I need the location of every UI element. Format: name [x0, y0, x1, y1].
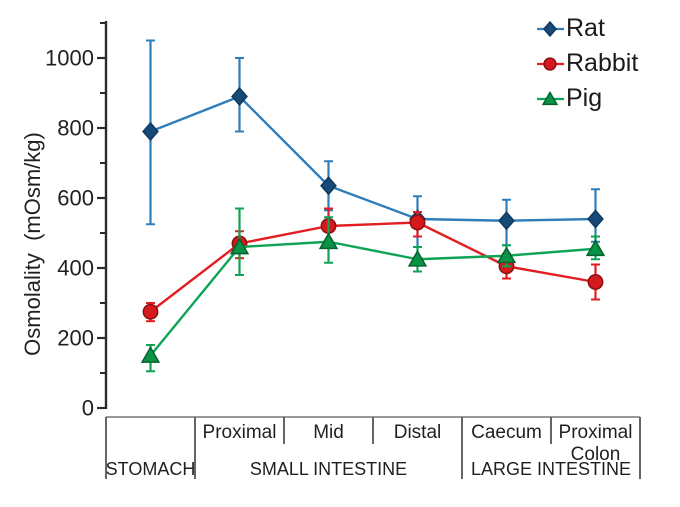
segment-label-proximal-colon-line1: Proximal	[559, 422, 633, 443]
segment-label-proximal-si: Proximal	[203, 422, 277, 443]
legend-item-rat: Rat	[536, 14, 638, 43]
y-tick-label: 200	[57, 326, 94, 351]
marker-pig-4	[496, 246, 517, 264]
legend-marker-rat	[542, 20, 558, 37]
marker-rat-0	[142, 121, 159, 142]
marker-rabbit-5	[587, 274, 604, 290]
legend-item-rabbit: Rabbit	[536, 49, 638, 78]
group-label-stomach: STOMACH	[106, 459, 196, 479]
y-tick-label: 1000	[45, 46, 94, 71]
segment-label-mid-si: Mid	[313, 422, 344, 443]
y-tick-label: 400	[57, 256, 94, 281]
marker-pig-1	[229, 237, 250, 255]
marker-rat-1	[231, 86, 248, 107]
legend-label-rat: Rat	[566, 14, 605, 42]
y-tick-label: 800	[57, 116, 94, 141]
legend-marker-rabbit	[543, 56, 557, 71]
marker-rat-5	[587, 209, 604, 229]
legend-label-rabbit: Rabbit	[566, 49, 639, 77]
marker-rat-2	[320, 176, 337, 196]
line-rat	[150, 95, 596, 222]
series-pig	[140, 207, 606, 373]
rabbit-circle-marker-icon	[537, 56, 564, 71]
marker-pig-5	[585, 239, 606, 257]
plot-area	[140, 39, 606, 373]
legend-label-pig: Pig	[566, 84, 603, 112]
rat-diamond-marker-icon	[537, 20, 564, 37]
marker-pig-3	[407, 249, 428, 267]
y-tick-label: 600	[57, 186, 94, 211]
segment-label-distal-si: Distal	[394, 422, 442, 443]
y-tick-label: 0	[82, 396, 94, 421]
segment-label-caecum: Caecum	[471, 422, 542, 443]
y-axis-title: Osmolality (mOsm/kg)	[20, 132, 45, 356]
marker-rabbit-3	[409, 214, 426, 231]
y-axis: 0 200 400 600 800 1000	[45, 21, 108, 421]
pig-triangle-marker-icon	[537, 90, 564, 105]
legend-marker-pig	[541, 90, 559, 105]
marker-rat-4	[498, 211, 515, 231]
segment-label-proximal-colon-line2: Colon	[571, 444, 621, 465]
line-rabbit	[149, 221, 596, 313]
legend: Rat Rabbit Pig	[536, 14, 638, 113]
series-rat	[142, 39, 604, 248]
line-pig	[149, 240, 596, 357]
marker-pig-0	[140, 345, 161, 363]
group-label-small-intestine: SMALL INTESTINE	[250, 459, 407, 479]
legend-item-pig: Pig	[536, 84, 638, 113]
group-label-large-intestine: LARGE INTESTINE	[471, 459, 631, 479]
region-table: Proximal Mid Distal Caecum Proximal Colo…	[105, 416, 641, 479]
series-rabbit	[142, 207, 604, 323]
marker-pig-2	[318, 232, 339, 250]
marker-rabbit-0	[142, 303, 159, 320]
